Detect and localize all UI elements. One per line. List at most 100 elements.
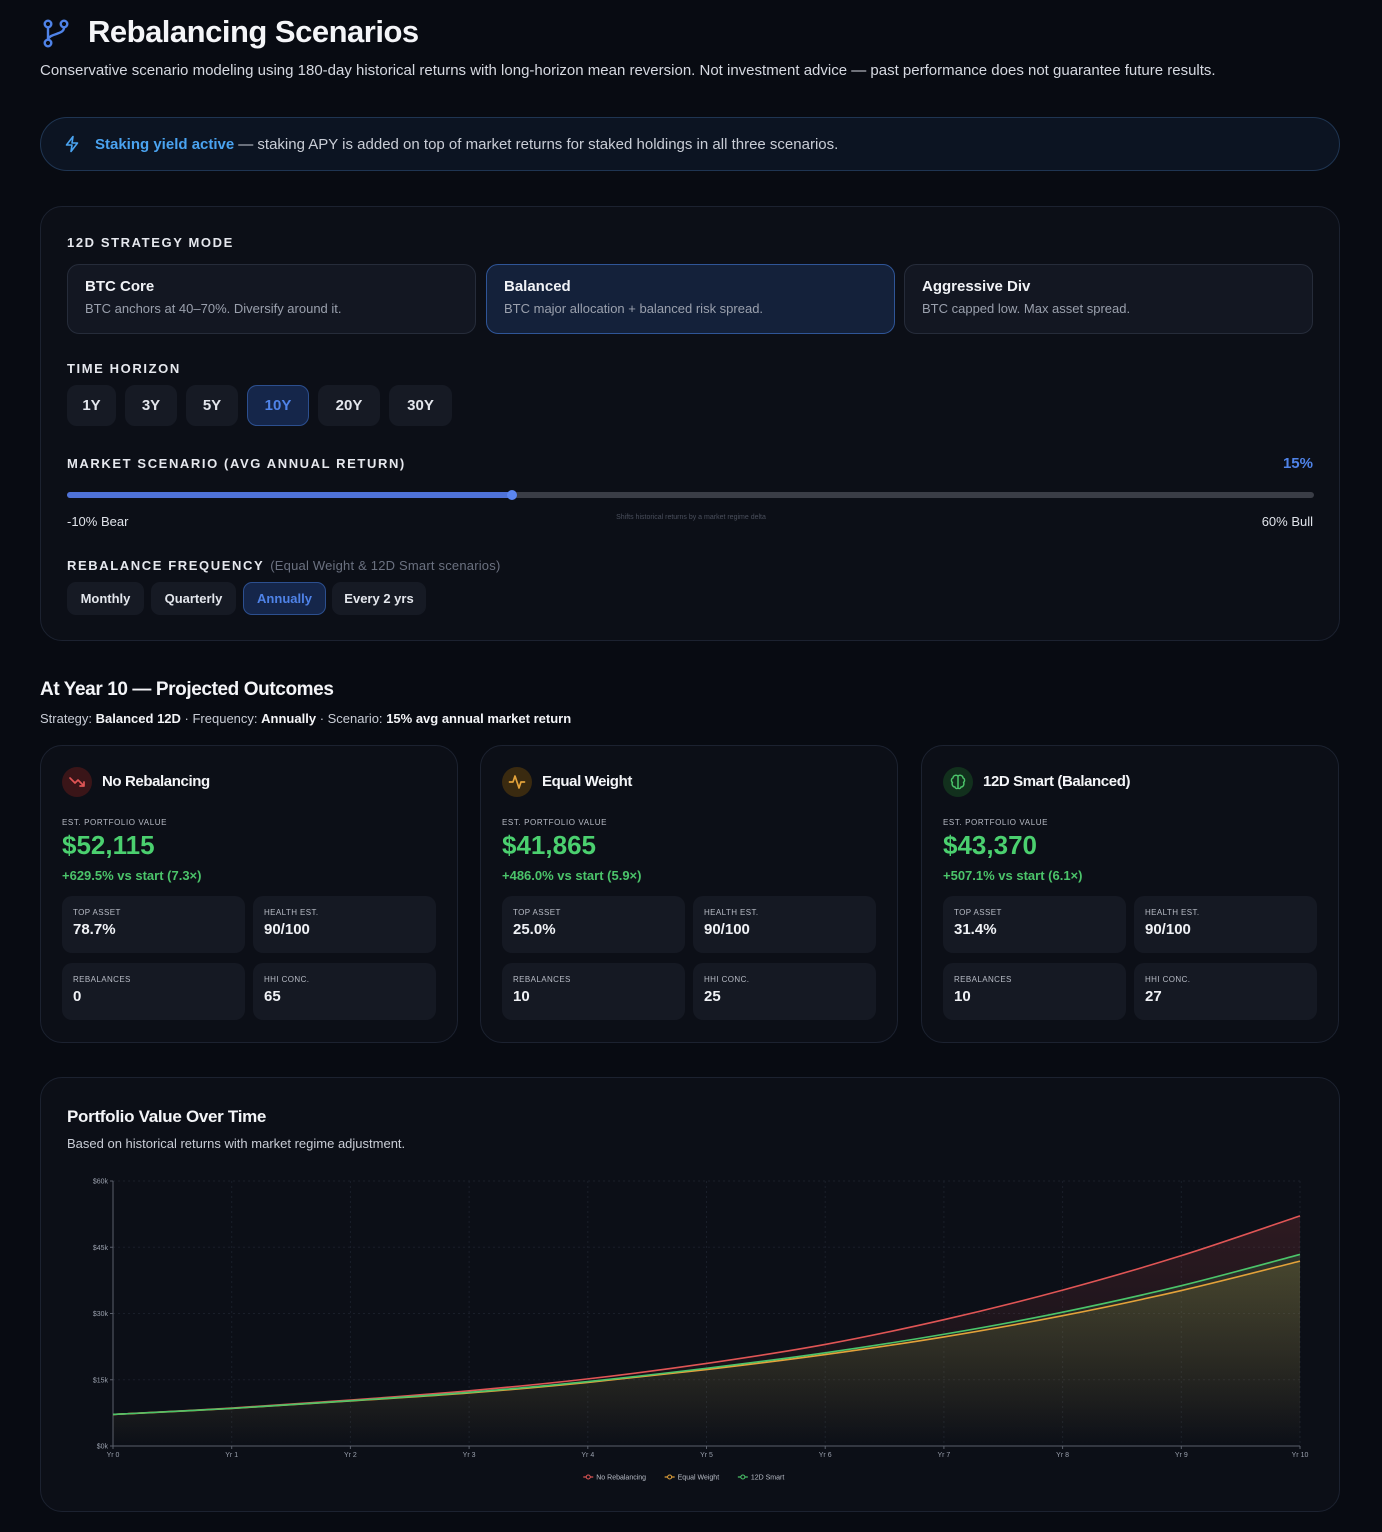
legend-marker-12d-smart — [740, 1474, 746, 1480]
frequency-monthly-button[interactable]: Monthly — [67, 582, 144, 615]
mode-card-balanced[interactable]: Balanced BTC major allocation + balanced… — [486, 264, 895, 334]
scenario-card-no-rebalancing: No Rebalancing EST. PORTFOLIO VALUE $52,… — [40, 745, 458, 1043]
meta-frequency-label: · Frequency: — [184, 711, 258, 726]
legend-marker-equal-weight — [667, 1474, 673, 1480]
stat-label: REBALANCES — [513, 975, 571, 984]
rebalance-frequency-note: (Equal Weight & 12D Smart scenarios) — [270, 558, 501, 573]
strategy-mode-label: 12D STRATEGY MODE — [67, 235, 234, 250]
stat-rebalances: REBALANCES 10 — [502, 963, 685, 1020]
legend-label-equal-weight: Equal Weight — [678, 1475, 720, 1482]
horizon-20y-button[interactable]: 20Y — [318, 385, 380, 426]
meta-scenario: 15% avg annual market return — [386, 711, 572, 726]
x-tick-label: Yr 5 — [700, 1452, 713, 1459]
horizon-30y-button[interactable]: 30Y — [389, 385, 452, 426]
y-tick-label: $30k — [93, 1311, 109, 1318]
stat-rebalances: REBALANCES 0 — [62, 963, 245, 1020]
stat-top-asset: TOP ASSET 78.7% — [62, 896, 245, 953]
meta-strategy: Balanced 12D — [95, 711, 181, 726]
stat-hhi: HHI CONC. 25 — [693, 963, 876, 1020]
chart-subtitle: Based on historical returns with market … — [67, 1136, 406, 1151]
stat-label: HEALTH EST. — [1145, 908, 1200, 917]
x-tick-label: Yr 3 — [463, 1452, 476, 1459]
stat-label: REBALANCES — [954, 975, 1012, 984]
meta-frequency: Annually — [261, 711, 317, 726]
scenario-slider-thumb[interactable] — [507, 490, 518, 500]
bolt-icon — [65, 135, 79, 153]
horizon-3y-button[interactable]: 3Y — [125, 385, 177, 426]
market-scenario-label: MARKET SCENARIO (AVG ANNUAL RETURN) — [67, 456, 406, 471]
chart-title: Portfolio Value Over Time — [67, 1107, 267, 1126]
portfolio-value-chart: $0k $15k $30k $45k $60k Yr 0 Yr 1 Yr 2 Yr 3 Yr 4 Y… — [93, 1179, 1309, 1482]
mode-title: BTC Core — [85, 278, 155, 295]
y-tick-label: $15k — [93, 1377, 109, 1384]
brain-icon — [943, 767, 973, 797]
stat-value: 27 — [1145, 988, 1162, 1005]
stat-hhi: HHI CONC. 65 — [253, 963, 436, 1020]
stat-value: 0 — [73, 988, 82, 1005]
mode-description: BTC anchors at 40–70%. Diversify around … — [85, 301, 342, 316]
horizon-5y-button[interactable]: 5Y — [186, 385, 238, 426]
stat-label: HHI CONC. — [1145, 975, 1191, 984]
page-title: Rebalancing Scenarios — [88, 14, 419, 49]
stat-top-asset: TOP ASSET 31.4% — [943, 896, 1126, 953]
stat-label: HHI CONC. — [704, 975, 750, 984]
stat-label: TOP ASSET — [954, 908, 1002, 917]
stat-label: HHI CONC. — [264, 975, 310, 984]
mode-title: Balanced — [504, 278, 571, 295]
frequency-every-2-yrs-button[interactable]: Every 2 yrs — [332, 582, 426, 615]
horizon-1y-button[interactable]: 1Y — [67, 385, 116, 426]
portfolio-value: $41,865 — [502, 830, 596, 860]
frequency-quarterly-button[interactable]: Quarterly — [151, 582, 236, 615]
series-line-12d-smart — [112, 1253, 1301, 1416]
stat-value: 10 — [954, 988, 971, 1005]
x-tick-label: Yr 8 — [1056, 1452, 1069, 1459]
y-tick-label: $60k — [93, 1179, 109, 1186]
value-change: +629.5% vs start (7.3×) — [62, 868, 202, 883]
x-tick-label: Yr 0 — [107, 1452, 120, 1459]
legend-label-no-rebalancing: No Rebalancing — [596, 1475, 646, 1482]
stat-value: 25 — [704, 988, 721, 1005]
y-tick-label: $0k — [97, 1444, 109, 1451]
mode-title: Aggressive Div — [922, 278, 1031, 295]
stat-value: 90/100 — [264, 921, 310, 938]
y-tick-label: $45k — [93, 1245, 109, 1252]
scenario-card-12d-smart: 12D Smart (Balanced) EST. PORTFOLIO VALU… — [921, 745, 1339, 1043]
scenario-card-equal-weight: Equal Weight EST. PORTFOLIO VALUE $41,86… — [480, 745, 898, 1043]
series-area-12d-smart — [113, 1254, 1300, 1446]
stat-label: REBALANCES — [73, 975, 131, 984]
mode-card-aggressive-div[interactable]: Aggressive Div BTC capped low. Max asset… — [904, 264, 1313, 334]
scenario-value: 15% — [1282, 455, 1313, 472]
x-tick-label: Yr 6 — [819, 1452, 832, 1459]
x-tick-label: Yr 7 — [937, 1452, 950, 1459]
horizon-10y-button[interactable]: 10Y — [247, 385, 309, 426]
settings-panel: 12D STRATEGY MODE BTC Core BTC anchors a… — [40, 206, 1340, 641]
slider-min-label: -10% Bear — [67, 514, 129, 529]
value-change: +486.0% vs start (5.9×) — [502, 868, 642, 883]
x-tick-label: Yr 1 — [225, 1452, 238, 1459]
stat-rebalances: REBALANCES 10 — [943, 963, 1126, 1020]
stat-health: HEALTH EST. 90/100 — [1134, 896, 1317, 953]
time-horizon-label: TIME HORIZON — [67, 361, 181, 376]
staking-banner: Staking yield active — staking APY is ad… — [40, 117, 1340, 171]
stat-label: TOP ASSET — [73, 908, 121, 917]
est-value-label: EST. PORTFOLIO VALUE — [502, 818, 608, 827]
slider-max-label: 60% Bull — [1261, 514, 1313, 529]
est-value-label: EST. PORTFOLIO VALUE — [62, 818, 168, 827]
portfolio-chart-card: $0k $15k $30k $45k $60k Yr 0 Yr 1 Yr 2 Yr 3 Yr 4 Y… — [40, 1077, 1340, 1512]
stat-value: 10 — [513, 988, 530, 1005]
mode-description: BTC capped low. Max asset spread. — [922, 301, 1131, 316]
stat-value: 65 — [264, 988, 281, 1005]
x-tick-label: Yr 9 — [1175, 1452, 1188, 1459]
mode-card-btc-core[interactable]: BTC Core BTC anchors at 40–70%. Diversif… — [67, 264, 476, 334]
stat-label: HEALTH EST. — [704, 908, 759, 917]
scenario-slider-fill — [67, 492, 513, 498]
legend-label-12d-smart: 12D Smart — [751, 1475, 785, 1482]
staking-status: Staking yield active — [95, 135, 235, 153]
frequency-annually-button[interactable]: Annually — [243, 582, 326, 615]
portfolio-value: $52,115 — [62, 830, 155, 860]
staking-description: — staking APY is added on top of market … — [238, 135, 839, 153]
x-tick-label: Yr 10 — [1292, 1452, 1309, 1459]
scenario-slider-track[interactable] — [67, 492, 1314, 498]
outcomes-meta: Strategy: Balanced 12D · Frequency: Annu… — [40, 711, 571, 726]
outcomes-title: At Year 10 — Projected Outcomes — [40, 679, 334, 700]
